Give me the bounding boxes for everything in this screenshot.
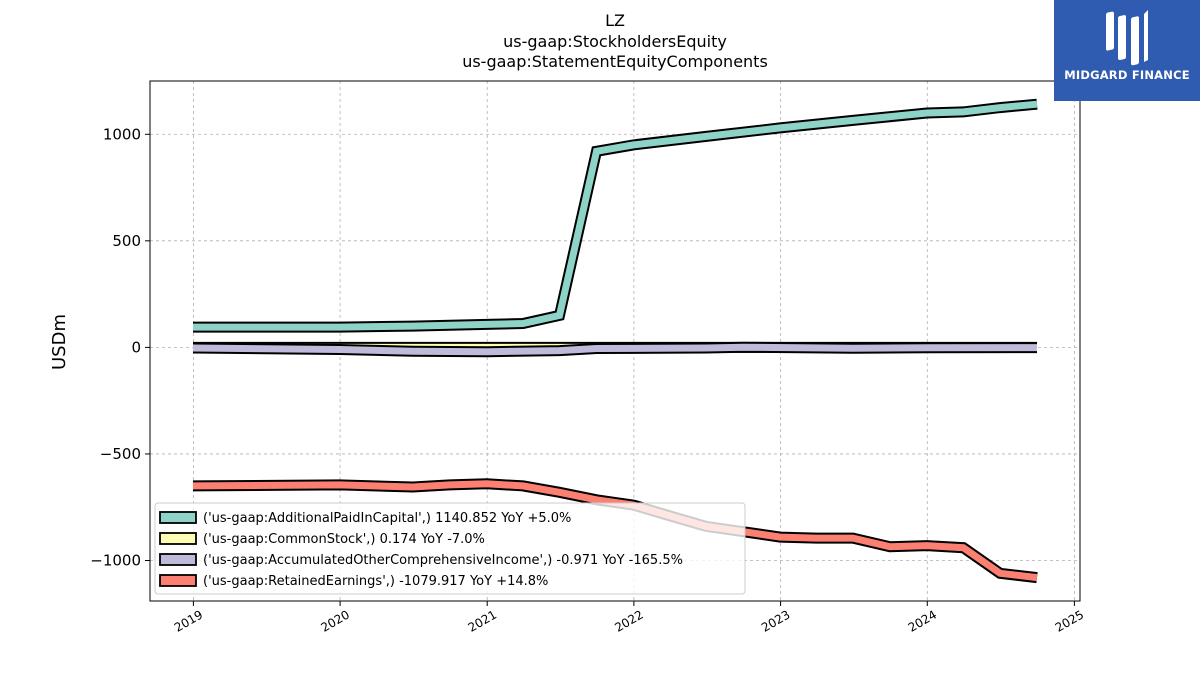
x-tick-label: 2022 (612, 607, 645, 634)
y-tick-label: 500 (112, 232, 141, 250)
legend-swatch-3 (159, 574, 197, 587)
x-tick-label: 2020 (319, 607, 352, 634)
legend-label-1: ('us-gaap:CommonStock',) 0.174 YoY -7.0% (203, 532, 485, 547)
y-tick-label: −1000 (90, 552, 141, 570)
x-tick-label: 2021 (466, 607, 499, 634)
midgard-finance-logo: MIDGARD FINANCE (1054, 0, 1200, 101)
legend-label-2: ('us-gaap:AccumulatedOtherComprehensiveI… (203, 553, 683, 568)
y-tick-label: −500 (100, 445, 141, 463)
y-tick-label: 0 (131, 338, 141, 356)
chart-title-line-1: LZ (605, 11, 625, 30)
legend-label-0: ('us-gaap:AdditionalPaidInCapital',) 114… (203, 511, 571, 526)
x-tick-label: 2024 (906, 607, 939, 634)
y-axis-label: USDm (49, 314, 70, 370)
series-line-2 (192, 343, 1038, 356)
legend-label-3: ('us-gaap:RetainedEarnings',) -1079.917 … (203, 574, 548, 589)
x-tick-label: 2019 (172, 607, 205, 634)
x-tick-label: 2023 (759, 607, 792, 634)
plot-frame (149, 80, 1081, 602)
chart-title-line-3: us-gaap:StatementEquityComponents (462, 52, 768, 71)
midgard-logo-icon (1106, 10, 1148, 66)
chart-title-line-2: us-gaap:StockholdersEquity (503, 32, 727, 51)
x-tick-label: 2025 (1053, 607, 1086, 634)
y-tick-label: 1000 (103, 125, 141, 143)
legend-swatch-2 (159, 553, 197, 566)
series-line-outline-0 (193, 98, 1038, 333)
legend-box (154, 502, 746, 595)
legend-swatch-0 (159, 511, 197, 524)
lines-layer (192, 98, 1038, 584)
logo-text: MIDGARD FINANCE (1064, 68, 1190, 82)
series-line-0 (193, 100, 1038, 331)
legend: ('us-gaap:AdditionalPaidInCapital',) 114… (154, 502, 746, 595)
legend-swatch-1 (159, 532, 197, 545)
